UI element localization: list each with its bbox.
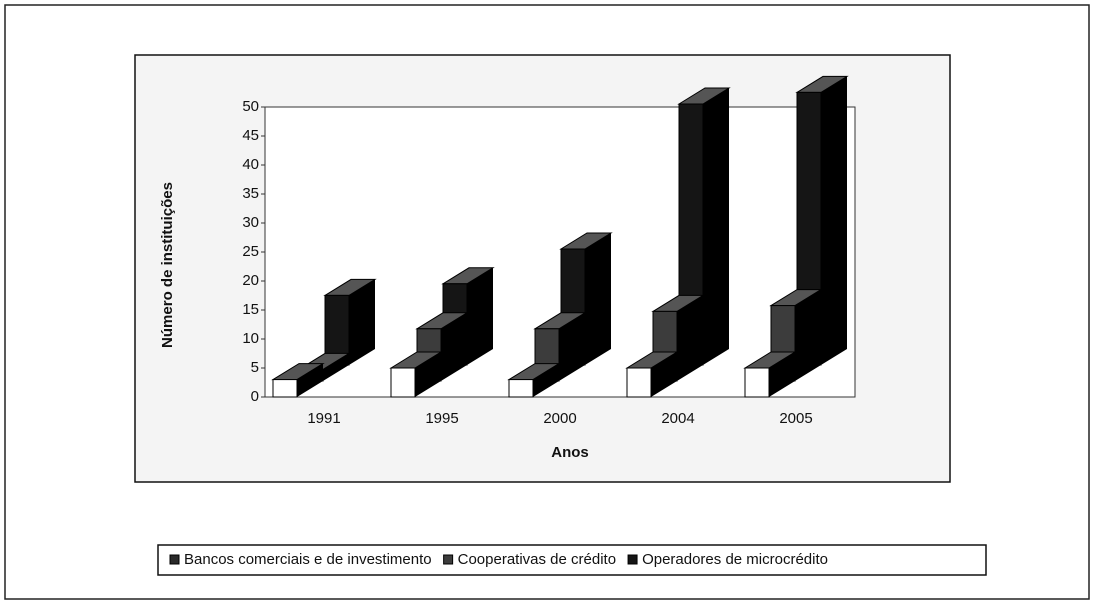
bar-face — [626, 367, 652, 398]
bar-face — [467, 267, 493, 365]
bar — [507, 363, 561, 398]
y-axis-title: Número de instituições — [159, 182, 176, 348]
bar-face — [297, 363, 323, 397]
bar-face — [441, 312, 467, 381]
y-tick-label: 25 — [242, 243, 259, 260]
bar-face — [533, 363, 559, 397]
bar-face — [508, 379, 534, 398]
y-tick-label: 35 — [242, 185, 259, 202]
y-tick-label: 10 — [242, 330, 259, 347]
bar-face — [744, 367, 770, 398]
y-tick-label: 45 — [242, 127, 259, 144]
legend-swatch — [627, 554, 638, 565]
x-tick-label: 1995 — [425, 410, 458, 427]
legend-label: Bancos comerciais e de investimento — [184, 551, 432, 568]
legend-label: Operadores de microcrédito — [642, 551, 828, 568]
bar — [271, 363, 325, 398]
bar-face — [821, 76, 847, 366]
bar-face — [559, 312, 585, 381]
bar — [323, 278, 377, 366]
bar-face — [415, 352, 441, 397]
bar-face — [349, 279, 375, 365]
y-tick-label: 15 — [242, 301, 259, 318]
y-tick-label: 50 — [242, 98, 259, 115]
y-tick-label: 0 — [251, 388, 259, 405]
legend-swatch — [169, 554, 180, 565]
x-tick-label: 2005 — [779, 410, 812, 427]
x-tick-label: 1991 — [307, 410, 340, 427]
bar-face — [651, 352, 677, 397]
y-tick-label: 30 — [242, 214, 259, 231]
legend-label: Cooperativas de crédito — [458, 551, 616, 568]
bar-face — [677, 295, 703, 381]
bar-face — [272, 379, 298, 398]
bar-face — [769, 352, 795, 397]
y-tick-label: 5 — [251, 359, 259, 376]
legend — [157, 544, 987, 576]
bar — [389, 351, 443, 398]
x-tick-label: 2004 — [661, 410, 694, 427]
x-axis-title: Anos — [551, 444, 589, 461]
bar-face — [323, 353, 349, 381]
bar-face — [390, 367, 416, 398]
bar — [625, 351, 679, 398]
bar-face — [703, 88, 729, 365]
bar-face — [585, 233, 611, 365]
bar-face — [795, 289, 821, 381]
y-tick-label: 40 — [242, 156, 259, 173]
page-frame — [4, 4, 1090, 600]
x-tick-label: 2000 — [543, 410, 576, 427]
bar — [743, 351, 797, 398]
legend-swatch — [443, 554, 454, 565]
y-tick-label: 20 — [242, 272, 259, 289]
